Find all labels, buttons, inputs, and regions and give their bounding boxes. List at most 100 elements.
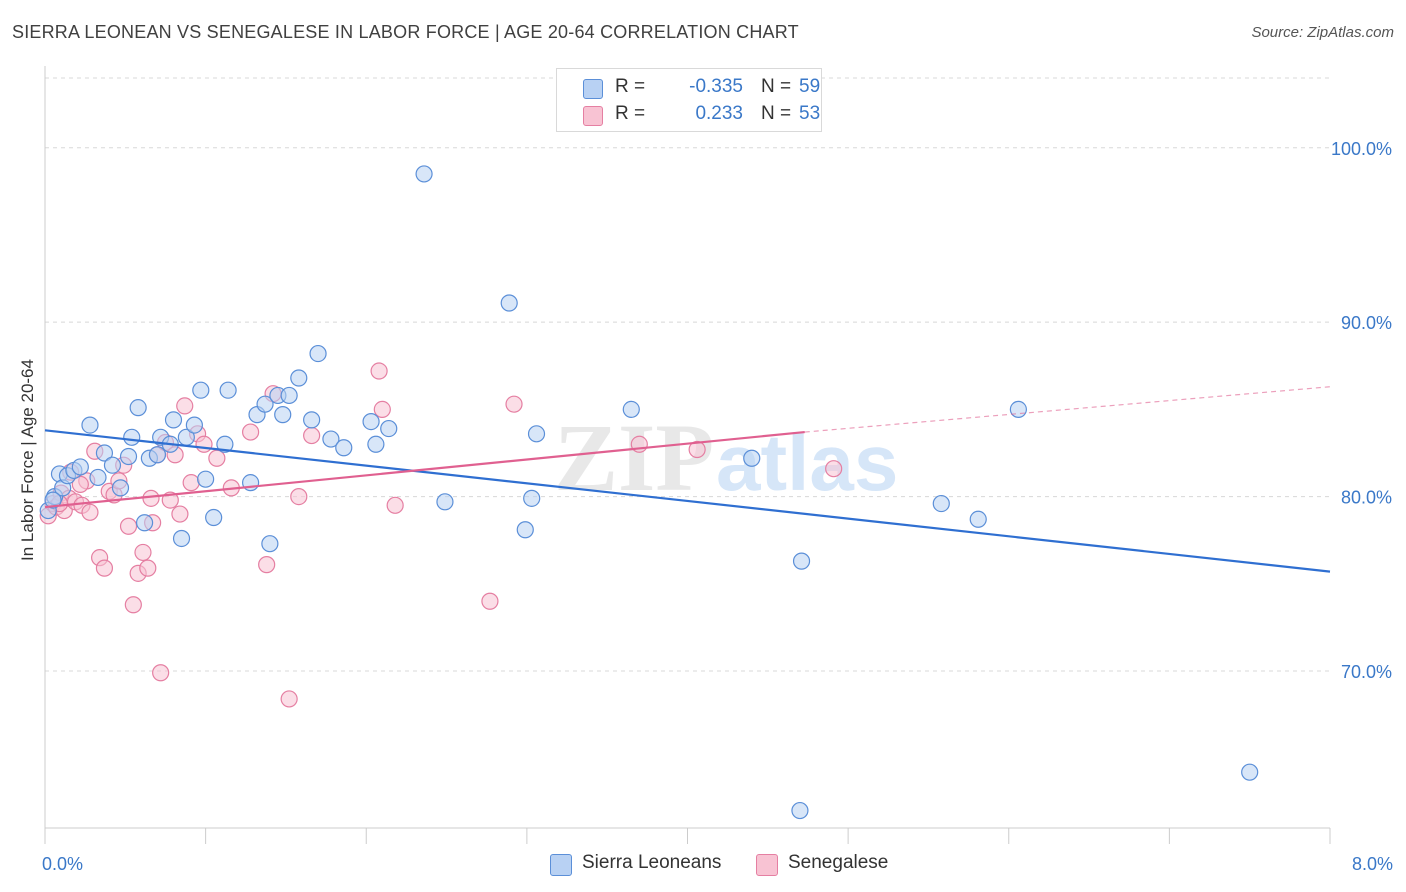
sierra-leonean-point [380, 419, 398, 438]
senegalese-point [303, 426, 321, 445]
sierra-leonean-point [309, 344, 327, 363]
sierra-leonean-point [436, 493, 454, 511]
senegalese-point [370, 362, 388, 380]
legend-swatch-pink [583, 106, 603, 126]
sierra-leonean-point [148, 446, 167, 464]
sierra-leonean-point [791, 801, 809, 820]
correlation-legend: R = -0.335 N = 59 R = 0.233 N = 53 [556, 68, 822, 132]
sierra-leonean-point [932, 494, 950, 513]
legend-n-label: N = [761, 76, 792, 97]
grid-lines [45, 77, 1330, 672]
legend-n-value: 53 [799, 103, 821, 124]
senegalese-point [280, 690, 298, 708]
bottom-legend-label: Senegalese [788, 852, 889, 873]
senegalese-point [242, 423, 260, 441]
sierra-leonean-point [129, 399, 147, 417]
trend-lines [44, 386, 1331, 573]
legend-r-value: -0.335 [689, 76, 743, 97]
bottom-legend-swatch-blue [550, 854, 572, 876]
senegalese-point [152, 664, 170, 682]
sierra-leonean-point [185, 416, 203, 434]
senegalese-point [176, 397, 194, 415]
x-tick-label-end: 8.0% [1352, 854, 1393, 874]
sierra-leonean-point [743, 449, 761, 467]
sierra-leonean-point [205, 508, 223, 527]
senegalese-point [481, 592, 499, 610]
senegalese-point [208, 449, 226, 467]
legend-n-label: N = [761, 103, 792, 124]
sierra-leonean-point [103, 456, 122, 474]
y-tick-label: 100.0% [1331, 139, 1392, 159]
sierra-leonean-point [322, 430, 340, 448]
sierra-leonean-point [1009, 400, 1027, 418]
legend-r-label: R = [615, 76, 646, 97]
legend-r-label: R = [615, 103, 646, 124]
x-tick-label-start: 0.0% [42, 854, 83, 874]
senegalese-trend-line [44, 430, 805, 509]
sierra-leonean-point [500, 294, 518, 312]
axes [44, 66, 1331, 844]
sierra-leonean-point [792, 552, 811, 570]
senegalese-point [505, 395, 523, 413]
senegalese-point [386, 496, 404, 514]
sierra-leonean-point [256, 395, 274, 413]
senegalese-point [195, 435, 213, 453]
sierra-leonean-point [111, 479, 130, 497]
senegalese-point [171, 505, 189, 523]
senegalese-point [825, 460, 843, 478]
senegalese-point [182, 474, 200, 492]
sierra-leonean-point [362, 413, 380, 431]
bottom-legend-label: Sierra Leoneans [582, 852, 722, 873]
sierra-leonean-point [367, 435, 385, 453]
sierra-leonean-point [95, 444, 114, 462]
chart-title: SIERRA LEONEAN VS SENEGALESE IN LABOR FO… [12, 22, 799, 42]
sierra-leonean-trend-line [44, 429, 1331, 573]
sierra-leonean-point [197, 470, 215, 488]
sierra-leonean-point [172, 529, 191, 548]
watermark: ZIP atlas [554, 404, 898, 511]
senegalese-points [39, 362, 843, 708]
y-tick-label: 90.0% [1341, 313, 1392, 333]
sierra-leonean-point [71, 458, 89, 476]
sierra-leonean-point [261, 535, 279, 553]
legend-r-value: 0.233 [695, 103, 743, 124]
senegalese-point [71, 475, 89, 493]
sierra-leonean-point [135, 514, 154, 532]
sierra-leonean-point [44, 491, 62, 509]
sierra-leonean-point [274, 406, 292, 424]
y-axis-label: In Labor Force | Age 20-64 [18, 359, 37, 561]
legend-swatch-blue [583, 79, 603, 99]
senegalese-point [139, 559, 157, 577]
sierra-leonean-point [622, 400, 640, 418]
sierra-leonean-point [1241, 763, 1259, 781]
senegalese-point [119, 517, 138, 535]
sierra-leonean-point [290, 369, 308, 387]
sierra-leonean-point [89, 468, 107, 487]
senegalese-point [124, 596, 142, 614]
y-tick-label: 80.0% [1341, 488, 1392, 508]
sierra-leonean-point [303, 411, 321, 429]
sierra-leonean-point [415, 165, 433, 183]
senegalese-point [290, 488, 308, 506]
senegalese-point [81, 503, 99, 521]
senegalese-point [258, 556, 276, 574]
legend-n-value: 59 [799, 76, 821, 97]
y-tick-label: 70.0% [1341, 662, 1392, 682]
sierra-leonean-point [527, 425, 546, 443]
source-label: Source: ZipAtlas.com [1251, 24, 1394, 41]
sierra-leonean-point [123, 428, 141, 446]
senegalese-point [688, 440, 706, 459]
senegalese-trend-extension [804, 386, 1331, 433]
sierra-leonean-point [335, 439, 353, 457]
watermark-zip: ZIP [554, 404, 714, 511]
tick-labels: 70.0% 80.0% 90.0% 100.0% 0.0% 8.0% [42, 139, 1393, 874]
senegalese-point [95, 559, 114, 577]
sierra-leonean-point [219, 381, 237, 399]
sierra-leonean-point [164, 411, 183, 429]
senegalese-point [142, 489, 160, 507]
sierra-leonean-point [523, 489, 541, 507]
sierra-leonean-point [119, 447, 138, 466]
sierra-leonean-point [516, 521, 534, 539]
sierra-leonean-point [969, 510, 987, 528]
